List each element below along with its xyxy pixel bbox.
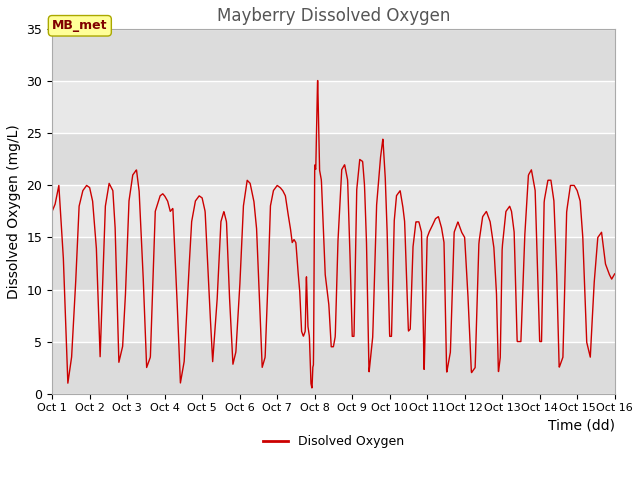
Bar <box>52 29 614 81</box>
Bar <box>52 185 614 238</box>
Y-axis label: Dissolved Oxygen (mg/L): Dissolved Oxygen (mg/L) <box>7 124 21 299</box>
Bar <box>52 133 614 185</box>
Legend: Disolved Oxygen: Disolved Oxygen <box>258 430 409 453</box>
Title: Mayberry Dissolved Oxygen: Mayberry Dissolved Oxygen <box>217 7 450 25</box>
Bar <box>52 342 614 394</box>
Bar <box>52 289 614 342</box>
Text: MB_met: MB_met <box>52 19 108 32</box>
Bar <box>52 238 614 289</box>
Bar <box>52 81 614 133</box>
X-axis label: Time (dd): Time (dd) <box>548 419 614 433</box>
